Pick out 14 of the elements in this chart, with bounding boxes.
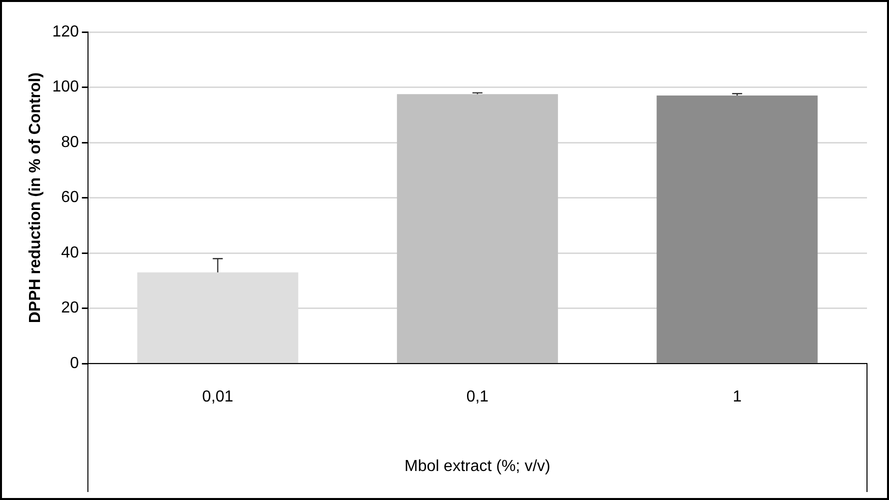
x-tick-label: 0,1: [466, 388, 489, 406]
y-axis-title: DPPH reduction (in % of Control): [27, 72, 44, 324]
y-tick-label: 60: [61, 189, 79, 206]
y-tick-label: 80: [61, 134, 79, 151]
bar: [396, 94, 558, 363]
y-tick-label: 20: [61, 300, 79, 317]
y-tick-label: 40: [61, 244, 79, 262]
y-tick-label: 0: [70, 355, 79, 372]
y-tick-label: 120: [52, 23, 79, 40]
x-axis-title: Mbol extract (%; v/v): [404, 458, 550, 475]
x-tick-label: 1: [732, 388, 742, 406]
bar: [656, 96, 818, 363]
y-tick-label: 100: [52, 78, 79, 96]
x-tick-label: 0,01: [202, 388, 234, 406]
